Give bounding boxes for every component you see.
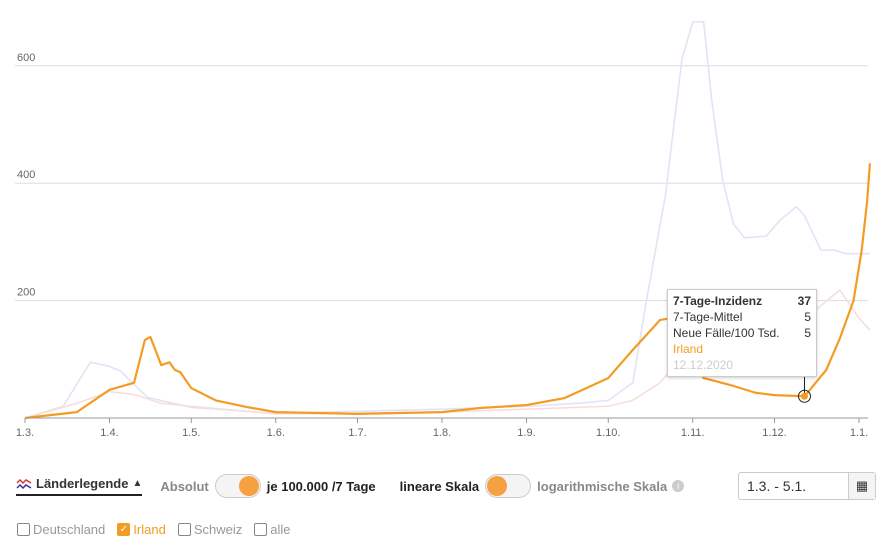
x-tick-label: 1.8. <box>433 427 451 439</box>
absolute-per100k-toggle[interactable] <box>214 474 261 498</box>
hover-marker-point <box>800 392 808 400</box>
tooltip-row-label: 7-Tage-Mittel <box>673 310 743 324</box>
linear-scale-label: lineare Skala <box>399 478 480 494</box>
x-tick-label: 1.5. <box>182 427 200 439</box>
country-legend-label: Länderlegende <box>36 476 129 491</box>
line-chart: 200 400 600 1.3. 1.4. 1.5. 1.6. 1.7. 1.8. 1.9. 1.1… <box>15 20 871 439</box>
per100k-label: je 100.000 /7 Tage <box>266 478 376 494</box>
y-tick-label: 600 <box>17 52 35 64</box>
x-tick-label: 1.12. <box>762 427 786 439</box>
tooltip-title: 7-Tage-Inzidenz <box>673 294 763 308</box>
x-tick-label: 1.3. <box>16 427 34 439</box>
x-tick-label: 1.11. <box>681 427 705 439</box>
series-line-irland <box>24 163 871 420</box>
country-checkbox-deutschland[interactable]: Deutschland <box>17 522 105 537</box>
checkbox-label: alle <box>270 522 291 537</box>
x-tick-label: 1.9. <box>517 427 535 439</box>
tooltip: 7-Tage-Inzidenz 37 7-Tage-Mittel 5 Neue Fä… <box>667 289 817 377</box>
checkbox-label: Schweiz <box>193 522 243 537</box>
country-checkbox-schweiz[interactable]: Schweiz <box>177 522 243 537</box>
series-line-schweiz <box>24 20 870 419</box>
x-tick-label: 1.10. <box>596 427 620 439</box>
x-tick-label: 1.6. <box>267 427 285 439</box>
x-tick-label: 1.4. <box>100 427 118 439</box>
checkbox-label: Irland <box>133 522 166 537</box>
absolute-label: Absolut <box>160 478 209 494</box>
date-range-value: 1.3. - 5.1. <box>747 478 807 494</box>
checkbox-icon[interactable] <box>254 523 268 536</box>
country-legend-button[interactable]: Länderlegende ▲ <box>16 476 143 496</box>
tooltip-row-label: Neue Fälle/100 Tsd. <box>673 326 780 340</box>
y-tick-label: 200 <box>17 287 35 299</box>
country-checkbox-irland[interactable]: ✓ Irland <box>117 522 166 537</box>
y-tick-label: 400 <box>17 169 35 181</box>
scale-toggle[interactable] <box>485 474 532 498</box>
country-checkbox-alle[interactable]: alle <box>254 522 290 537</box>
caret-up-icon: ▲ <box>132 478 143 489</box>
calendar-icon[interactable]: ▦ <box>848 473 875 499</box>
checkbox-icon[interactable] <box>177 523 191 536</box>
tooltip-row-value: 5 <box>804 310 811 324</box>
log-scale-label: logarithmische Skala <box>537 478 668 494</box>
info-icon[interactable]: i <box>672 480 685 492</box>
date-range-input[interactable]: 1.3. - 5.1. ▦ <box>738 472 876 500</box>
tooltip-date: 12.12.2020 <box>673 358 734 372</box>
hover-marker-ring <box>797 389 811 403</box>
checkbox-icon[interactable] <box>17 523 30 536</box>
checkbox-label: Deutschland <box>33 522 106 537</box>
wave-lines-icon <box>16 478 32 489</box>
tooltip-title-value: 37 <box>797 294 811 308</box>
tooltip-country: Irland <box>673 342 704 356</box>
tooltip-row-value: 5 <box>804 326 811 340</box>
x-tick-label: 1.1. <box>850 427 868 439</box>
checkbox-icon[interactable]: ✓ <box>117 523 131 536</box>
x-tick-label: 1.7. <box>348 427 366 439</box>
